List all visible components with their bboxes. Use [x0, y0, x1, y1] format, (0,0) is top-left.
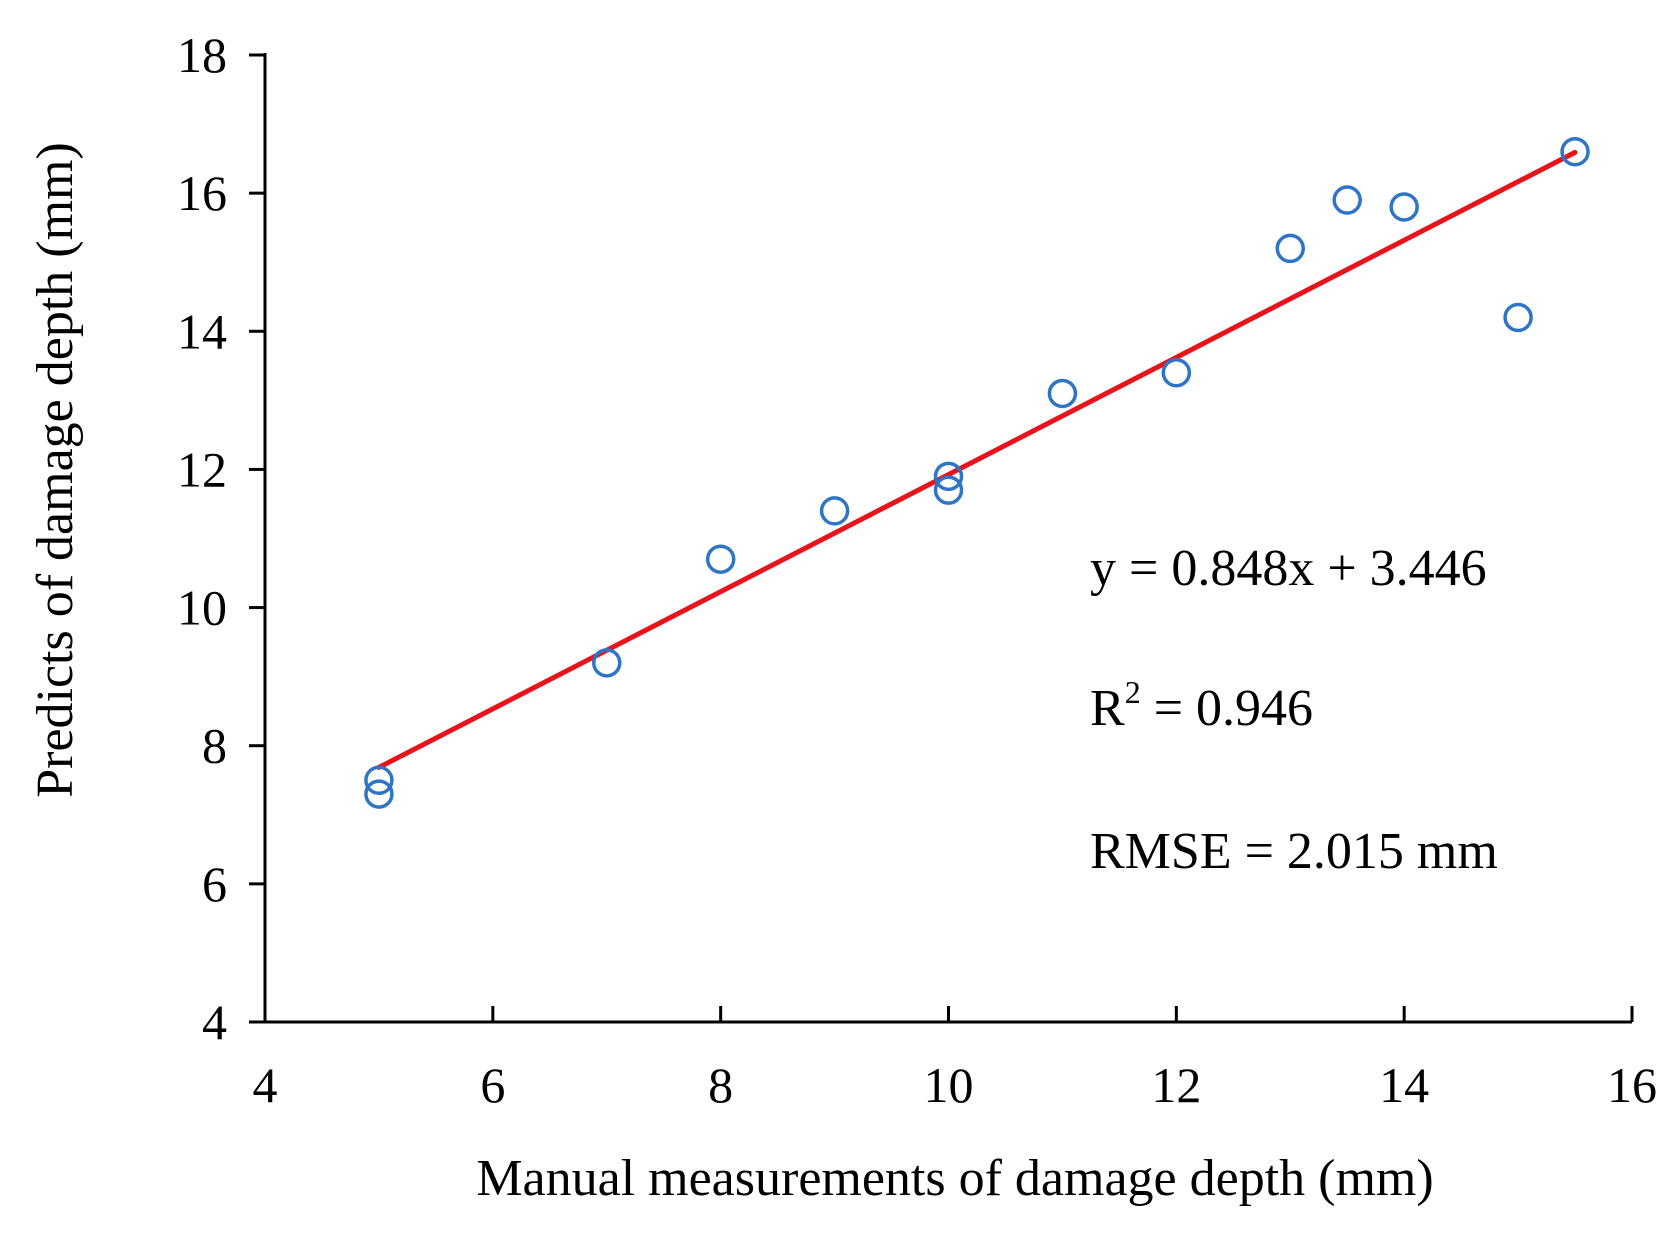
y-tick-label: 8: [202, 718, 227, 774]
data-point: [819, 496, 850, 526]
x-tick-label: 14: [1379, 1057, 1429, 1113]
rmse-label: RMSE = 2.015 mm: [1090, 823, 1498, 880]
data-point: [1047, 378, 1078, 409]
r-squared-value: = 0.946: [1141, 680, 1313, 737]
data-point: [364, 765, 394, 795]
regression-line: [376, 149, 1578, 770]
x-tick-label: 10: [924, 1057, 974, 1113]
data-point: [1560, 136, 1590, 167]
x-tick-label: 4: [253, 1057, 278, 1113]
equation-label: y = 0.848x + 3.446: [1090, 540, 1487, 597]
data-point: [933, 475, 964, 505]
x-tick-label: 12: [1151, 1057, 1201, 1113]
r-squared-superscript: 2: [1125, 674, 1141, 710]
x-tick-label: 8: [708, 1057, 733, 1113]
x-tick-label: 16: [1607, 1057, 1657, 1113]
data-point: [1389, 192, 1419, 222]
y-tick-label: 12: [177, 441, 227, 497]
data-point: [705, 544, 736, 574]
data-point: [1161, 357, 1192, 388]
fit-line-group: [376, 149, 1578, 770]
y-tick-label: 18: [177, 27, 227, 83]
r-squared-symbol: R: [1090, 680, 1125, 737]
y-tick-label: 6: [202, 856, 227, 912]
data-point: [1275, 233, 1305, 264]
y-tick-label: 14: [177, 303, 227, 359]
data-point: [933, 461, 964, 492]
y-tick-label: 4: [202, 994, 227, 1050]
y-tick-label: 16: [177, 165, 227, 221]
y-axis-title: Predicts of damage depth (mm): [27, 142, 84, 798]
data-point: [1503, 302, 1533, 333]
y-tick-label: 10: [177, 580, 227, 636]
x-tick-label: 6: [480, 1057, 505, 1113]
data-point: [592, 648, 622, 678]
ticks: 4 6 8 10 12 14 16 18 4 6 8 10 12 14 16: [177, 27, 1657, 1113]
x-axis-title: Manual measurements of damage depth (mm): [476, 1150, 1433, 1207]
r-squared-label: R2 = 0.946: [1090, 674, 1313, 737]
data-point: [364, 779, 394, 809]
data-point: [1332, 185, 1362, 215]
data-points: [364, 136, 1590, 809]
